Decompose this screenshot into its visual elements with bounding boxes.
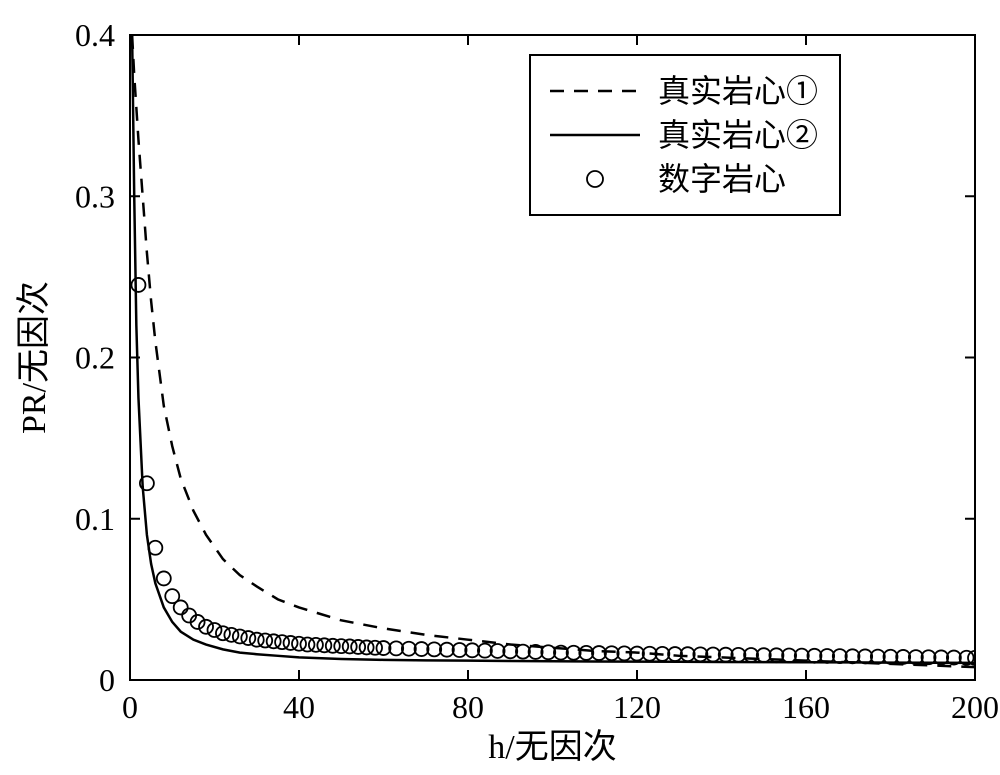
y-tick-label: 0.4 [75,17,115,53]
series-digital-core [131,278,982,665]
y-tick-label: 0.3 [75,178,115,214]
x-axis-label: h/无因次 [488,728,616,766]
x-tick-label: 80 [452,689,484,725]
y-tick-label: 0 [99,662,115,698]
chart-svg: 0 40 80 120 160 200 0 0.1 0.2 0.3 0.4 h/无因次 PR/无因次 真实… [0,0,1000,775]
data-marker [199,620,213,634]
data-marker [148,541,162,555]
y-tick-label: 0.1 [75,501,115,537]
y-axis-label: PR/无因次 [15,281,53,434]
y-tick-label: 0.2 [75,340,115,376]
data-marker [157,571,171,585]
legend-label: 真实岩心① [658,73,818,109]
x-tick-label: 0 [122,689,138,725]
x-tick-label: 160 [782,689,830,725]
legend-label: 真实岩心② [658,117,818,153]
data-marker [208,623,222,637]
x-tick-label: 200 [951,689,999,725]
data-marker [174,600,188,614]
chart-container: 0 40 80 120 160 200 0 0.1 0.2 0.3 0.4 h/无因次 PR/无因次 真实… [0,0,1000,775]
legend-label: 数字岩心 [658,161,786,197]
x-tick-label: 40 [283,689,315,725]
x-tick-label: 120 [613,689,661,725]
data-marker [131,278,145,292]
